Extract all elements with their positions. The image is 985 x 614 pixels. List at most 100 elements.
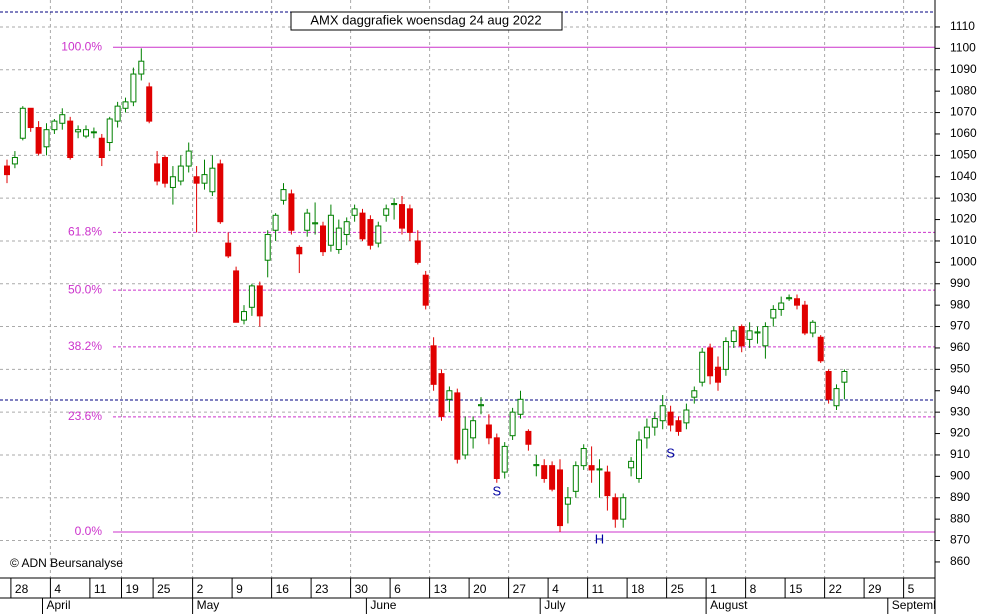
candle-body	[312, 222, 319, 225]
candle-body	[138, 60, 145, 75]
y-tick-label: 860	[950, 554, 970, 568]
annotation: S	[492, 483, 501, 498]
candle-body	[169, 176, 176, 188]
x-tick-label: 18	[631, 582, 645, 596]
month-label: September	[892, 598, 951, 612]
candle-body	[446, 390, 453, 400]
candle-body	[130, 73, 137, 103]
candle-body	[399, 204, 405, 229]
candle-body	[248, 285, 255, 308]
candle-body	[557, 469, 563, 527]
candle-body	[367, 219, 374, 246]
candle-body	[738, 326, 745, 347]
candle-body	[580, 448, 587, 467]
month-label: August	[710, 598, 748, 612]
candle-body	[825, 370, 832, 400]
candle-body	[754, 331, 761, 334]
candle-body	[762, 326, 769, 347]
candle-body	[699, 351, 706, 383]
x-tick-label: 25	[157, 582, 171, 596]
fib-label: 50.0%	[68, 282, 102, 296]
candle-body	[4, 165, 10, 176]
x-tick-label: 4	[54, 582, 61, 596]
candle-body	[422, 274, 429, 306]
x-tick-label: 16	[276, 582, 290, 596]
candle-body	[375, 225, 382, 244]
title-box	[290, 11, 563, 31]
y-tick-label: 970	[950, 319, 970, 333]
candle-body	[414, 240, 421, 263]
y-tick-label: 870	[950, 533, 970, 547]
candle-body	[327, 214, 334, 246]
x-axis: 28 4 11 19 25 2 9 16 23 30 6 13 20 27 4 11 18 25 1 8 15 22 29 5…	[10, 578, 951, 614]
candle-body	[517, 398, 524, 415]
candle-body	[620, 497, 627, 520]
candle-body	[462, 428, 469, 456]
candle-body	[288, 193, 295, 231]
candle-body	[43, 129, 50, 148]
candle-body	[154, 163, 161, 182]
x-tick-label: 29	[868, 582, 882, 596]
candle-body	[201, 174, 208, 184]
candle-body	[280, 189, 287, 201]
fib-label: 61.8%	[68, 225, 102, 239]
copyright: © ADN Beursanalyse	[10, 556, 123, 570]
candle-body	[549, 465, 556, 490]
candle-body	[541, 465, 548, 479]
candle-body	[667, 411, 674, 426]
y-tick-label: 1100	[950, 41, 976, 55]
y-tick-label: 1060	[950, 126, 977, 140]
candle-body	[675, 420, 682, 432]
y-tick-label: 910	[950, 447, 970, 461]
candle-body	[106, 118, 113, 144]
candle-body	[391, 203, 398, 206]
candle-body	[351, 208, 358, 216]
x-tick-label: 6	[394, 582, 401, 596]
candle-body	[454, 392, 461, 460]
candle-body	[185, 150, 192, 167]
y-tick-label: 1010	[950, 233, 977, 247]
candle-body	[27, 107, 34, 129]
candle-body	[98, 137, 105, 159]
candle-body	[841, 370, 848, 383]
candle-body	[817, 336, 824, 362]
candle-body	[470, 420, 477, 439]
candle-body	[493, 437, 500, 479]
candle-body	[114, 105, 121, 122]
candle-body	[83, 129, 89, 137]
candle-body	[833, 388, 840, 407]
x-tick-label: 11	[94, 582, 107, 596]
candle-body	[383, 208, 390, 216]
annotation: H	[595, 531, 604, 546]
candle-body	[525, 430, 532, 445]
y-tick-label: 1040	[950, 169, 977, 183]
month-label: June	[370, 598, 396, 612]
candle-body	[67, 120, 74, 159]
x-tick-label: 19	[126, 582, 140, 596]
candle-body	[659, 405, 666, 422]
candle-body	[636, 439, 642, 479]
y-tick-label: 1080	[950, 83, 977, 97]
y-tick-label: 1070	[950, 105, 977, 119]
candle-body	[217, 163, 224, 223]
candle-body	[707, 347, 714, 377]
x-tick-label: 20	[473, 582, 487, 596]
candle-body	[320, 225, 326, 253]
candle-body	[209, 167, 216, 193]
y-tick-label: 990	[950, 276, 970, 290]
y-tick-label: 1050	[950, 148, 977, 162]
candle-body	[75, 129, 82, 133]
candle-body	[572, 465, 579, 492]
month-label: July	[544, 598, 565, 612]
candle-body	[193, 176, 200, 184]
y-tick-label: 1000	[950, 255, 977, 269]
x-tick-label: 1	[710, 582, 717, 596]
fib-label: 0.0%	[75, 524, 103, 538]
candle-body	[564, 497, 571, 505]
candle-body	[225, 242, 232, 257]
candle-body	[272, 214, 279, 231]
x-tick-label: 15	[789, 582, 803, 596]
candle-body	[90, 131, 97, 134]
